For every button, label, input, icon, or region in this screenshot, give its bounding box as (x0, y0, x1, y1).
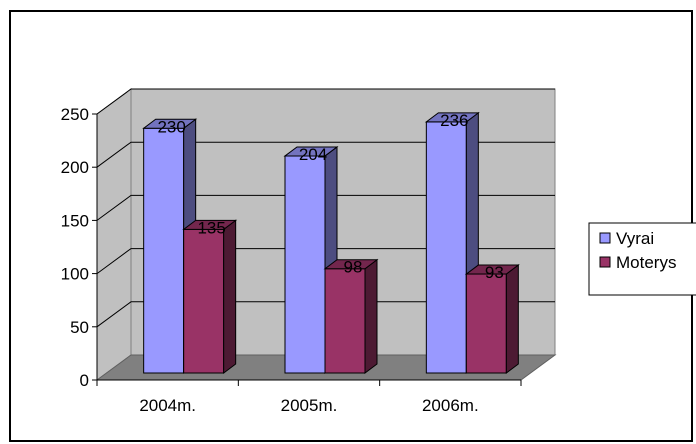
legend-label: Moterys (616, 253, 676, 272)
x-tick-label: 2005m. (281, 396, 338, 415)
bars (142, 111, 520, 375)
bar-front (143, 127, 185, 374)
data-label: 135 (197, 218, 225, 237)
bar-top (182, 219, 238, 230)
bar-top (283, 146, 339, 157)
gridline (96, 141, 555, 168)
x-tick-label: 2004m. (139, 396, 196, 415)
chart-side-wall (96, 88, 132, 381)
bar-top (464, 264, 520, 275)
bar-top (142, 118, 198, 129)
data-label: 230 (157, 117, 185, 136)
x-tick-label: 2006m. (422, 396, 479, 415)
y-tick-label: 100 (61, 265, 89, 284)
data-label: 93 (485, 263, 504, 282)
data-label: 204 (299, 145, 327, 164)
y-tick-label: 250 (61, 105, 89, 124)
data-label: 98 (344, 258, 363, 277)
bar-front (324, 268, 366, 374)
bar-side (505, 264, 519, 375)
bar-front (183, 228, 225, 374)
gridline (96, 301, 555, 328)
legend-label: Vyrai (616, 229, 654, 248)
bar-top (323, 259, 379, 270)
bar-vyrai-2006m. (424, 111, 480, 374)
legend: Vyrai Moterys (588, 222, 696, 296)
gridline (96, 194, 555, 221)
axes: 0 50 100 150 200 250 2004m. 2005m. 2006m. (61, 105, 522, 415)
bar-top (424, 112, 480, 123)
bar-moterys-2004m. (182, 219, 238, 374)
legend-swatch (599, 232, 611, 244)
bar-front (465, 273, 507, 374)
gridlines (96, 88, 555, 328)
data-labels: 230 135 204 98 236 93 (157, 111, 503, 282)
y-tick-label: 200 (61, 158, 89, 177)
bar-moterys-2006m. (464, 264, 520, 375)
bar-side (223, 219, 237, 374)
bar-moterys-2005m. (323, 258, 379, 374)
bar-side (364, 258, 378, 374)
legend-swatch (599, 256, 611, 268)
gridline (96, 88, 555, 115)
gridline (96, 248, 555, 275)
data-label: 236 (440, 111, 468, 130)
bar-front (425, 121, 467, 374)
y-tick-label: 50 (70, 318, 89, 337)
y-tick-label: 150 (61, 211, 89, 230)
bar-front (284, 155, 326, 374)
y-tick-label: 0 (80, 371, 89, 390)
